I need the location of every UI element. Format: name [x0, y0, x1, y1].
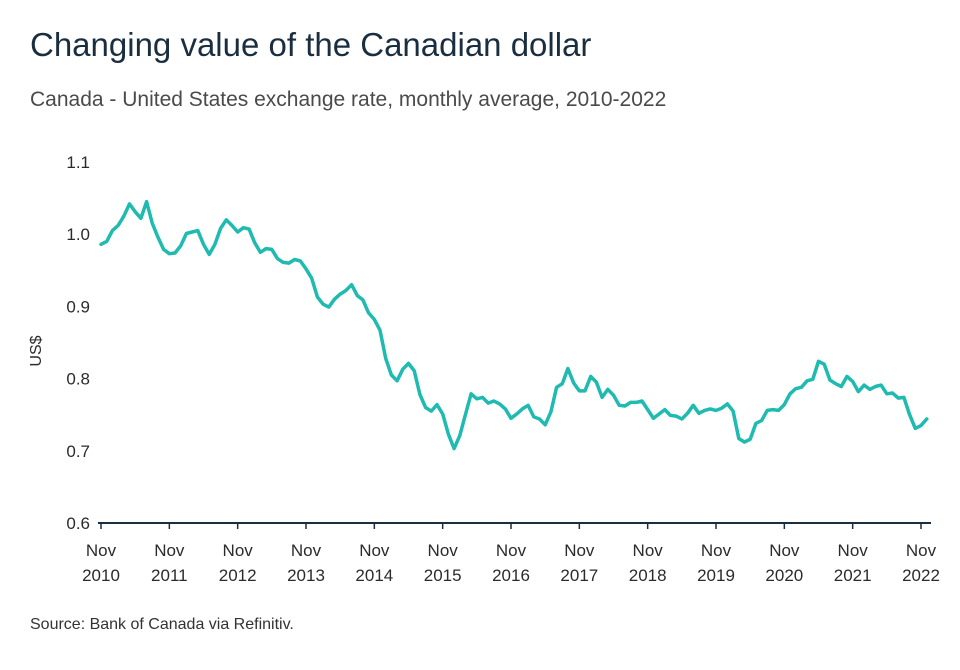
y-tick-label: 1.1	[66, 153, 90, 172]
x-tick-label: Nov 2012	[219, 541, 257, 585]
x-tick-label: Nov 2020	[765, 541, 803, 585]
x-tick-label: Nov 2013	[287, 541, 325, 585]
y-axis-label: US$	[28, 335, 45, 366]
x-tick-label: Nov 2017	[560, 541, 598, 585]
series-line-exchange-rate	[99, 199, 929, 451]
chart-title: Changing value of the Canadian dollar	[30, 26, 592, 63]
series-layer	[99, 199, 929, 451]
chart-subtitle: Canada - United States exchange rate, mo…	[30, 88, 667, 111]
y-tick-label: 0.7	[66, 442, 90, 461]
x-tick-label: Nov 2011	[151, 541, 188, 585]
y-tick-label: 1.0	[66, 225, 90, 244]
y-tick-label: 0.9	[66, 297, 90, 316]
x-tick-label: Nov 2019	[697, 541, 735, 585]
x-tick-label: Nov 2021	[834, 541, 872, 585]
source-note: Source: Bank of Canada via Refinitiv.	[30, 616, 294, 633]
y-tick-label: 0.8	[66, 370, 90, 389]
x-tick-label: Nov 2022	[902, 541, 940, 585]
y-axis-ticks: 0.6 0.7 0.8 0.9 1.0 1.1	[66, 153, 90, 533]
x-tick-label: Nov 2015	[424, 541, 462, 585]
x-tick-label: Nov 2018	[629, 541, 667, 585]
x-axis: Nov 2010 Nov 2011 Nov 2012 Nov 2013 Nov 2014 Nov 20…	[82, 522, 940, 585]
x-tick-label: Nov 2014	[355, 541, 393, 585]
x-tick-label: Nov 2010	[82, 541, 120, 585]
y-tick-label: 0.6	[66, 514, 90, 533]
x-tick-label: Nov 2016	[492, 541, 530, 585]
